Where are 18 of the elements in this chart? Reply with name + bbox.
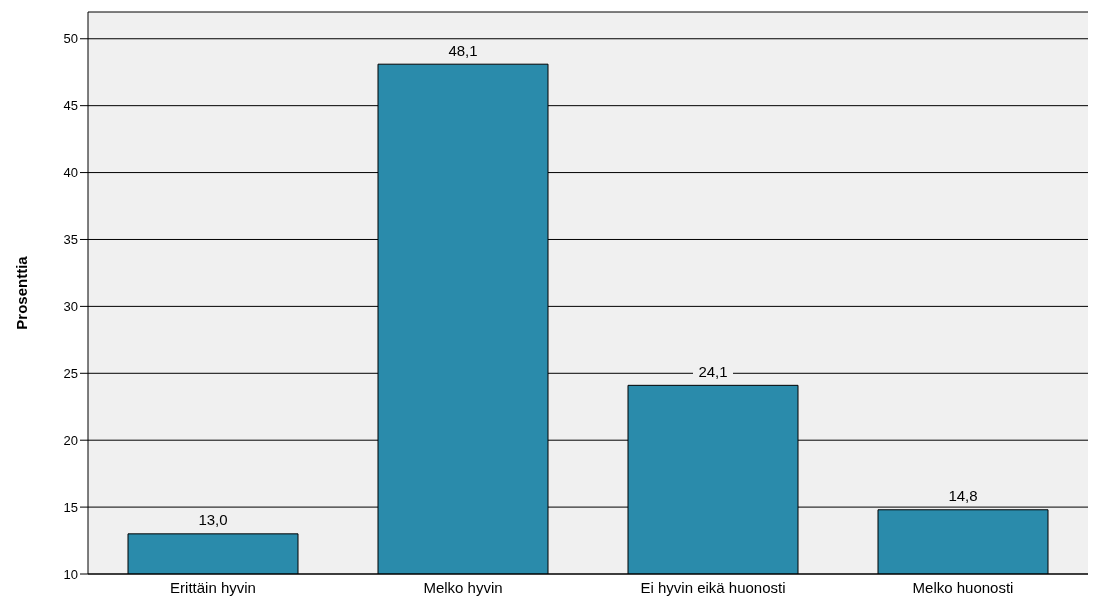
x-tick-label: Ei hyvin eikä huonosti — [640, 578, 786, 596]
y-axis-title: Prosenttia — [13, 255, 31, 330]
y-tick-label: 50 — [63, 31, 78, 47]
y-tick-label: 30 — [63, 299, 78, 314]
y-tick-label: 10 — [63, 566, 78, 582]
data-label: 24,1 — [698, 362, 728, 380]
x-tick-label: Melko huonosti — [912, 578, 1014, 596]
y-tick-label: 25 — [63, 365, 78, 381]
data-label: 48,1 — [448, 41, 478, 59]
x-tick-label: Erittäin hyvin — [170, 578, 256, 596]
x-tick-label: Melko hyvin — [423, 578, 503, 596]
y-tick-label: 45 — [63, 98, 78, 114]
y-tick-label: 40 — [63, 165, 78, 181]
y-tick-label: 15 — [63, 499, 78, 515]
data-label: 14,8 — [948, 487, 978, 505]
y-tick-label: 20 — [63, 432, 78, 448]
data-label: 13,0 — [198, 511, 228, 529]
y-tick-label: 35 — [63, 232, 78, 248]
